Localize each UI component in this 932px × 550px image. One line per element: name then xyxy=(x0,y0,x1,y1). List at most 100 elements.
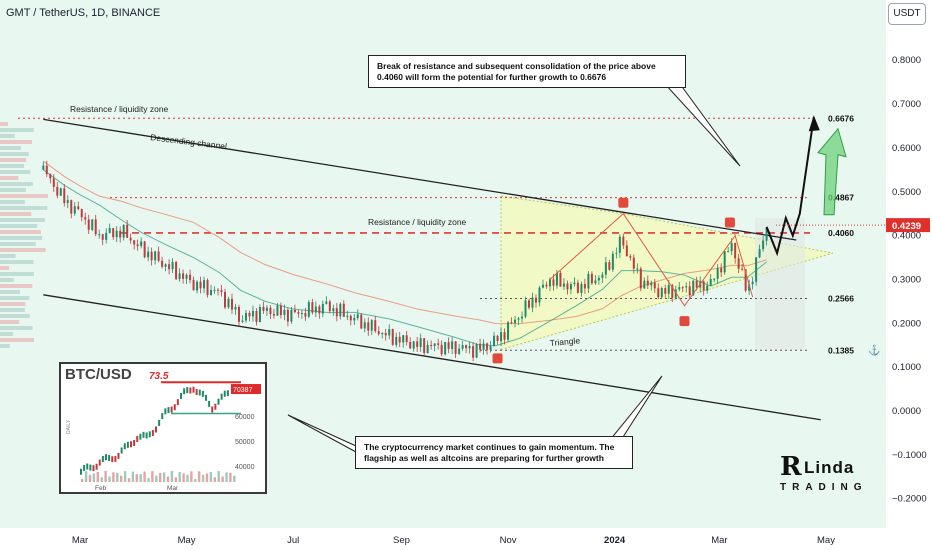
inset-candle xyxy=(92,465,95,472)
volume-profile-bar xyxy=(0,230,41,234)
candle-body xyxy=(583,283,586,289)
candle-body xyxy=(541,284,544,288)
candle-body xyxy=(108,228,111,233)
candle-body xyxy=(695,280,698,288)
currency-button[interactable]: USDT xyxy=(888,3,926,25)
candle-body xyxy=(416,341,419,347)
y-tick-label-6: 0.2000 xyxy=(892,318,921,329)
inset-candle xyxy=(117,452,120,459)
candle-body xyxy=(80,208,83,218)
ma-slow xyxy=(43,160,767,325)
candle-body xyxy=(507,322,510,340)
btc-inset-plot: 73.5 70387 60000 50000 40000 Feb Mar DAILY xyxy=(66,371,261,492)
inset-candle xyxy=(176,399,179,406)
inset-volume-bar xyxy=(162,472,166,482)
channel-lower-line xyxy=(43,294,821,421)
candle-body xyxy=(258,306,261,322)
current-price-tag xyxy=(886,218,930,233)
inset-volume-bar xyxy=(159,472,162,482)
volume-profile-bar xyxy=(0,134,15,138)
inset-volume-bar xyxy=(120,475,123,482)
y-tick-label-4: 0.4000 xyxy=(892,231,921,242)
inset-candle xyxy=(183,388,186,395)
y-tick-label-1: 0.7000 xyxy=(892,99,921,110)
candle-body xyxy=(517,318,520,320)
inset-candle xyxy=(220,393,223,400)
anchor-icon: ⚓ xyxy=(868,343,880,356)
candle-body xyxy=(660,288,663,298)
level-label-2: 0.4060 xyxy=(828,228,854,238)
candle-body xyxy=(349,315,352,321)
candle-body xyxy=(199,281,202,289)
volume-profile-bar xyxy=(0,260,34,264)
inset-title: BTC/USD xyxy=(65,366,132,383)
logo-name: Linda xyxy=(804,458,855,477)
candle-body xyxy=(692,280,695,296)
inset-candle xyxy=(83,464,86,471)
inset-candle xyxy=(180,392,182,399)
candle-body xyxy=(70,200,73,214)
callout-bottom-pointer-right xyxy=(609,375,663,449)
volume-profile-bar xyxy=(0,182,33,186)
candle-body xyxy=(154,251,157,261)
candle-body xyxy=(601,274,604,278)
inset-candle xyxy=(142,431,145,438)
inset-candle xyxy=(214,403,217,410)
inset-candle xyxy=(198,389,201,396)
inset-candle xyxy=(151,430,154,437)
candle-body xyxy=(681,287,684,289)
candle-body xyxy=(286,309,289,322)
volume-profile-bar xyxy=(0,176,19,180)
candle-body xyxy=(398,336,401,343)
resistance-zone-top-label: Resistance / liquidity zone xyxy=(70,104,169,114)
signal-marker-1 xyxy=(618,197,629,208)
candle-body xyxy=(521,316,524,319)
candle-body xyxy=(52,178,55,187)
candle-body xyxy=(283,309,286,315)
candle-body xyxy=(171,261,174,270)
candle-body xyxy=(192,280,195,291)
x-tick-label-4: Nov xyxy=(500,535,517,546)
candle-body xyxy=(461,345,464,349)
candle-body xyxy=(618,236,621,253)
inset-candle xyxy=(136,436,139,443)
inset-volume-bar xyxy=(166,476,170,482)
candle-body xyxy=(496,335,499,341)
candle-body xyxy=(479,343,482,350)
inset-volume-bar xyxy=(88,474,92,482)
candle-body xyxy=(646,280,649,286)
candle-body xyxy=(66,200,69,203)
candle-body xyxy=(671,285,674,298)
candle-body xyxy=(241,320,244,322)
inset-volume-bar xyxy=(139,474,142,482)
candle-body xyxy=(87,219,90,230)
logo-letter: R xyxy=(780,452,802,482)
candle-body xyxy=(363,322,366,329)
resistance-zone-mid-label: Resistance / liquidity zone xyxy=(368,217,467,227)
candle-body xyxy=(189,274,192,281)
y-tick-label-0: 0.8000 xyxy=(892,55,921,66)
candle-body xyxy=(49,174,52,179)
candle-body xyxy=(77,206,80,209)
candle-body xyxy=(161,260,164,267)
candle-body xyxy=(527,300,530,308)
candle-body xyxy=(377,331,380,335)
candle-body xyxy=(569,284,572,290)
inset-volume-bar xyxy=(131,471,135,482)
projection-arrowhead xyxy=(808,115,820,132)
x-tick-label-3: Sep xyxy=(393,535,410,546)
inset-volume-bar xyxy=(155,475,158,482)
callout-top: Break of resistance and subsequent conso… xyxy=(368,55,686,89)
x-tick-label-2: Jul xyxy=(287,535,299,546)
candle-body xyxy=(224,291,227,308)
inset-candle xyxy=(186,387,189,394)
inset-candle xyxy=(108,455,111,462)
candle-body xyxy=(709,278,712,286)
inset-candle xyxy=(211,406,214,413)
candle-body xyxy=(748,284,751,291)
candle-body xyxy=(573,282,576,285)
volume-profile-bar xyxy=(0,242,36,246)
inset-ath-label: 73.5 xyxy=(149,371,169,382)
candle-body xyxy=(510,322,513,324)
